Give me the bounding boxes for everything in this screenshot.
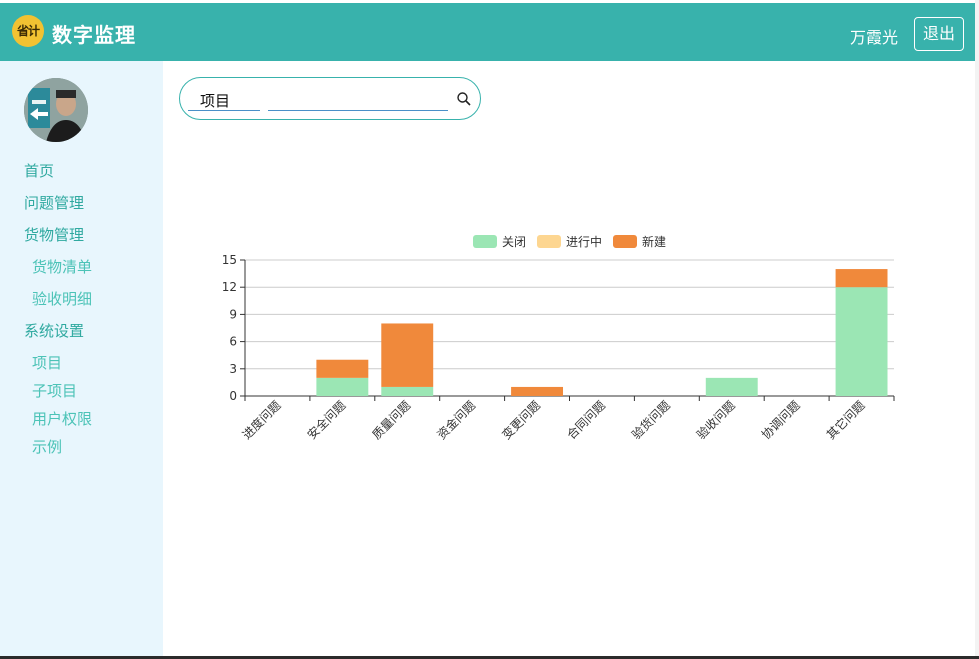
top-bar: 省计 数字监理 万霞光 退出: [0, 3, 975, 61]
search-scope-select[interactable]: 项目: [188, 90, 260, 111]
app-logo: 省计: [12, 15, 44, 47]
search-bar: 项目: [179, 77, 481, 120]
sidebar-item-home[interactable]: 首页: [24, 162, 55, 180]
avatar: [24, 78, 88, 142]
legend-label: 进行中: [566, 234, 602, 249]
sidebar-item-acceptance-details[interactable]: 验收明细: [32, 290, 93, 308]
legend-swatch: [613, 235, 637, 248]
bar-segment: [381, 386, 434, 396]
sidebar-item-goods-management[interactable]: 货物管理: [24, 226, 85, 244]
x-tick-label: 验收问题: [693, 398, 738, 443]
search-icon[interactable]: [456, 91, 472, 107]
x-tick-label: 资金问题: [434, 398, 479, 443]
x-tick-label: 合同问题: [564, 398, 609, 443]
bar-segment: [316, 377, 369, 396]
sidebar-item-system-settings[interactable]: 系统设置: [24, 322, 85, 340]
search-input[interactable]: [268, 90, 448, 111]
window-bottom-edge: [0, 656, 979, 659]
sidebar-item-user-permissions[interactable]: 用户权限: [32, 410, 93, 428]
bar-segment: [835, 269, 888, 288]
sidebar-item-project[interactable]: 项目: [32, 354, 63, 372]
y-tick-label: 3: [229, 362, 237, 376]
bar-segment: [316, 359, 369, 378]
bar-segment: [511, 386, 564, 396]
bar-segment: [705, 377, 758, 396]
y-tick-label: 9: [229, 307, 237, 321]
y-tick-label: 0: [229, 389, 237, 403]
y-tick-label: 6: [229, 335, 237, 349]
issue-status-chart: 关闭 进行中 新建03691215进度问题 安全问题 质量问题 资金问题 变更问题 合同问题验…: [222, 234, 895, 443]
x-tick-label: 变更问题: [499, 398, 544, 443]
x-tick-label: 质量问题: [370, 398, 414, 442]
legend-swatch: [473, 235, 497, 248]
x-tick-label: 验货问题: [628, 398, 673, 443]
x-tick-label: 其它问题: [823, 398, 868, 443]
sidebar-item-subproject[interactable]: 子项目: [32, 382, 78, 400]
bar-segment: [381, 323, 434, 387]
x-tick-label: 协调问题: [758, 398, 803, 443]
app-title: 数字监理: [52, 23, 136, 47]
x-tick-label: 进度问题: [239, 398, 284, 443]
y-tick-label: 15: [222, 253, 237, 267]
window-edge: [975, 0, 979, 659]
y-tick-label: 12: [222, 280, 237, 294]
legend-label: 关闭: [502, 235, 526, 249]
x-tick-label: 安全问题: [304, 398, 349, 443]
sidebar-item-goods-list[interactable]: 货物清单: [32, 258, 93, 276]
sidebar-item-example[interactable]: 示例: [32, 438, 63, 456]
user-photo-icon: [24, 78, 88, 142]
sidebar-item-issue-management[interactable]: 问题管理: [24, 194, 85, 212]
logout-button[interactable]: 退出: [914, 17, 964, 51]
legend-label: 新建: [642, 234, 666, 249]
user-name: 万霞光: [850, 28, 899, 47]
legend-swatch: [537, 235, 561, 248]
bar-segment: [835, 287, 888, 396]
sidebar: 首页 问题管理 货物管理 货物清单 验收明细 系统设置 项目 子项目 用户权限 …: [0, 61, 163, 659]
